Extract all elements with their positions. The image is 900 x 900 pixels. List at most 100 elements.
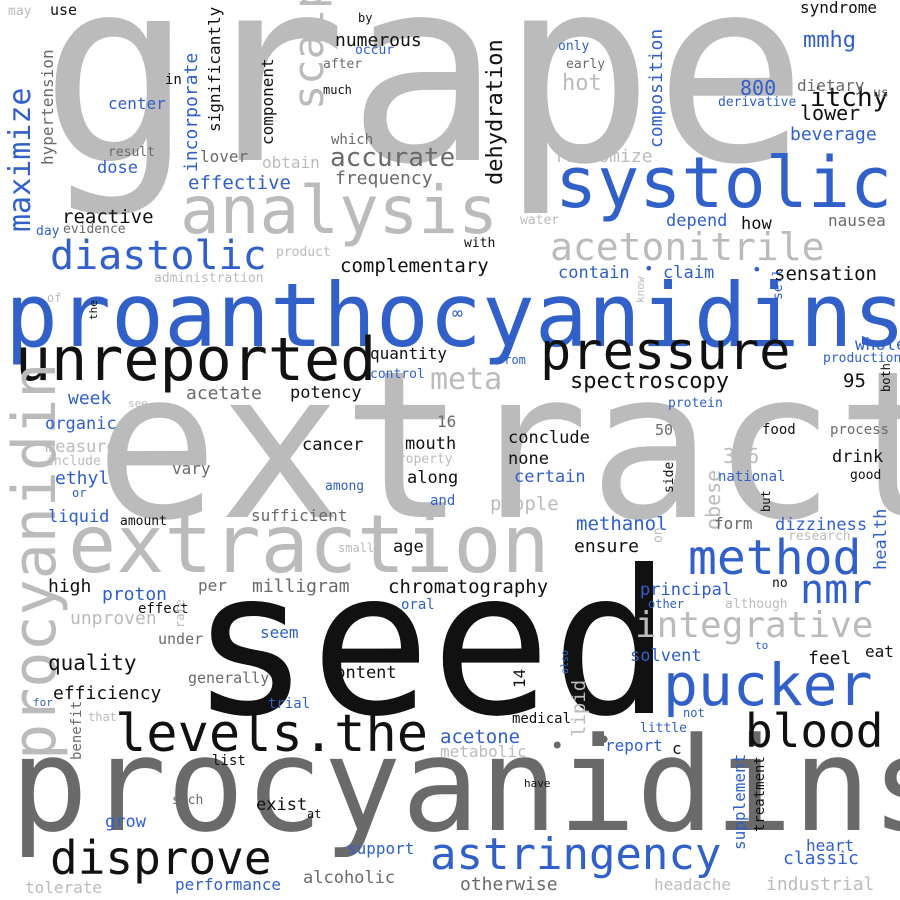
cloud-word: metabolic [440, 742, 527, 761]
cloud-word: high [48, 576, 92, 597]
cloud-word: obtain [262, 153, 320, 172]
cloud-word: property [390, 452, 453, 467]
cloud-word: research [788, 529, 851, 544]
cloud-word: feel [808, 648, 852, 669]
cloud-word: itchy [810, 83, 889, 113]
cloud-word: pucker [663, 651, 873, 719]
cloud-word: use [50, 1, 78, 19]
cloud-word: organic [45, 414, 117, 434]
cloud-word: extract [95, 328, 900, 566]
cloud-word: methanol [576, 513, 668, 535]
cloud-word: amount [120, 514, 167, 529]
cloud-word: include [46, 454, 101, 469]
cloud-word: may [8, 4, 32, 19]
cloud-word: at [307, 807, 322, 821]
cloud-word: depend [666, 211, 728, 231]
cloud-word: mouth [405, 434, 457, 454]
cloud-word: that [88, 710, 117, 724]
cloud-word: water [520, 213, 560, 228]
cloud-word: have [524, 777, 551, 790]
cloud-word: form [714, 514, 753, 533]
cloud-word: benefit [69, 700, 85, 760]
cloud-word: acetonitrile [550, 225, 825, 269]
cloud-word: derivative [718, 95, 797, 110]
cloud-word: cancer [302, 435, 364, 455]
cloud-word: know [634, 276, 647, 304]
cloud-word: proanthocyanidins [5, 264, 900, 367]
cloud-word: from [497, 353, 526, 367]
cloud-word: by [358, 11, 373, 25]
cloud-word: sensation [774, 263, 877, 285]
cloud-word: lover [200, 147, 249, 166]
cloud-word: which [331, 132, 374, 148]
cloud-word: the [87, 300, 100, 320]
cloud-word: little [640, 721, 687, 736]
cloud-word: eat [865, 642, 894, 661]
cloud-word: spectroscopy [570, 369, 729, 394]
cloud-word: to [755, 639, 769, 652]
cloud-word: result [108, 145, 155, 160]
cloud-word: • [752, 260, 762, 279]
cloud-word: unproven [70, 608, 157, 629]
cloud-word: levels.the [115, 704, 429, 764]
cloud-word: whole [855, 335, 900, 355]
cloud-word: acetate [186, 383, 262, 404]
cloud-word: low [700, 145, 722, 159]
cloud-word: generally [188, 669, 270, 687]
cloud-word: proton [102, 584, 168, 605]
cloud-word: efficiency [53, 683, 162, 704]
cloud-word: hypertension [38, 49, 57, 165]
cloud-word: administration [154, 271, 264, 286]
cloud-word: quantity [370, 344, 448, 363]
cloud-word: measure [45, 437, 117, 457]
cloud-word: randomize [555, 146, 653, 167]
cloud-word: 95 [843, 370, 866, 392]
cloud-word: no [772, 576, 788, 591]
cloud-word: protein [668, 396, 723, 411]
cloud-word: small [338, 541, 375, 555]
cloud-word: principal [640, 580, 733, 600]
cloud-word: ensure [574, 536, 640, 557]
cloud-word: • [550, 732, 565, 760]
cloud-word: production [823, 351, 900, 366]
cloud-word: treatment [752, 756, 768, 832]
cloud-word: otherwise [460, 874, 558, 895]
cloud-word: among [325, 479, 365, 494]
cloud-word: lipid [568, 679, 590, 737]
cloud-word: good [850, 468, 882, 483]
cloud-word: complementary [340, 255, 489, 277]
cloud-word: frequency [335, 168, 433, 189]
cloud-word: list [212, 753, 246, 769]
cloud-word: dietary [797, 76, 865, 95]
cloud-word: beverage [790, 124, 877, 145]
cloud-word: vary [172, 459, 211, 478]
cloud-word: both [879, 363, 893, 392]
cloud-word: alcoholic [303, 868, 396, 888]
cloud-word: age [393, 537, 424, 557]
cloud-word: seem [260, 623, 299, 642]
cloud-word: extraction [68, 498, 550, 591]
cloud-word: ∞ [452, 303, 463, 324]
cloud-word: seed [190, 528, 672, 761]
cloud-word: medical [512, 711, 572, 727]
cloud-word: lower [800, 101, 861, 125]
cloud-word: or [72, 486, 87, 500]
cloud-word: 3-6 [723, 444, 760, 468]
cloud-word: process [830, 422, 890, 438]
cloud-word: mmhg [803, 28, 856, 53]
cloud-word: ethyl [55, 468, 110, 489]
cloud-word: day [36, 224, 60, 239]
cloud-word: conclude [508, 428, 590, 448]
cloud-word: also [560, 649, 571, 674]
cloud-word: hot [562, 71, 602, 96]
cloud-word: early [566, 57, 606, 72]
cloud-word: industrial [766, 874, 875, 895]
cloud-word: chromatography [388, 576, 549, 598]
cloud-word: quality [48, 651, 137, 675]
cloud-word: sufficient [251, 506, 348, 525]
cloud-word: 800 [740, 76, 777, 100]
cloud-word: but [759, 490, 773, 512]
cloud-word: how [741, 214, 772, 234]
cloud-word: contain [558, 263, 630, 283]
cloud-word: nmr [800, 567, 873, 613]
